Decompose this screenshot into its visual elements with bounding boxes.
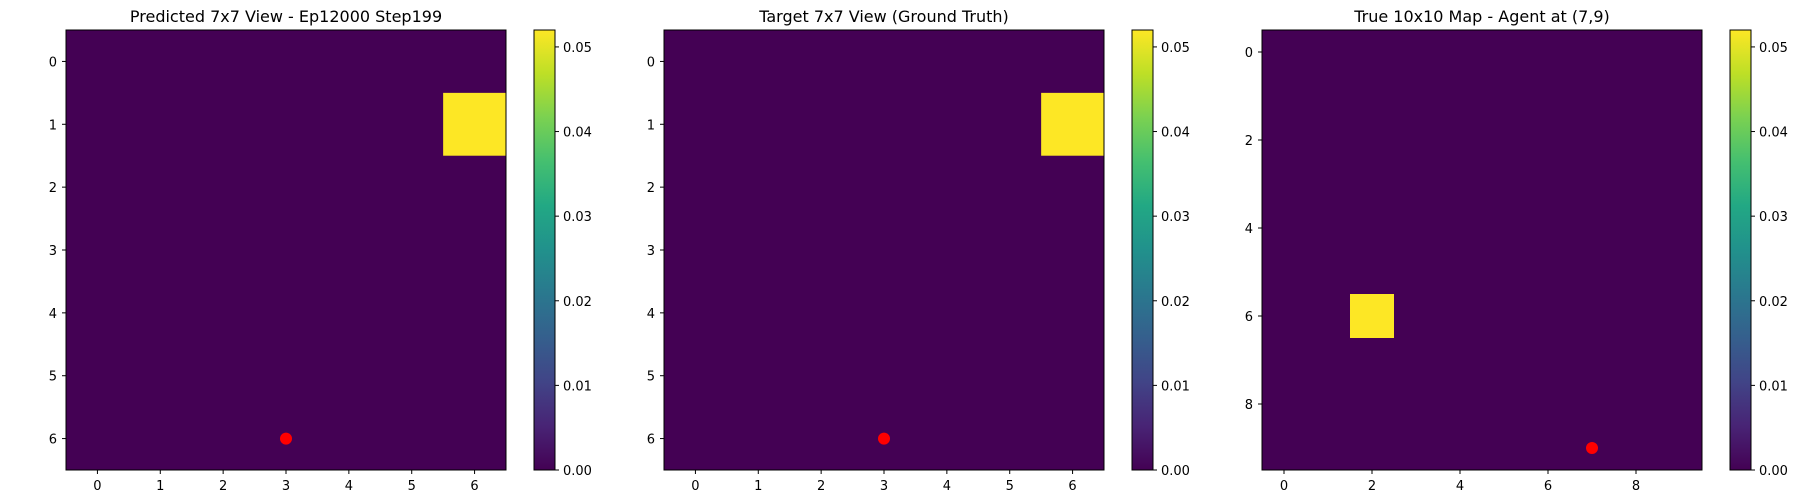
y-tick-label: 6 [1245, 310, 1253, 325]
panel-3: True 10x10 Map - Agent at (7,9) 0 2 4 6 8 0 2 4… [1245, 7, 1788, 494]
x-tick-label: 2 [1368, 479, 1376, 494]
y-tick-label: 6 [49, 433, 57, 448]
y-tick-label: 0 [647, 55, 655, 70]
colorbar-tick-label: 0.02 [563, 295, 592, 310]
panel-2-colorbar: 0.00 0.01 0.02 0.03 0.04 0.05 [1131, 29, 1190, 479]
x-tick-label: 5 [1006, 479, 1014, 494]
y-tick-label: 2 [1245, 134, 1253, 149]
panel-3-title: True 10x10 Map - Agent at (7,9) [1353, 7, 1610, 26]
x-tick-label: 3 [880, 479, 888, 494]
agent-marker [280, 432, 292, 445]
colorbar-tick-label: 0.01 [1161, 379, 1190, 394]
y-tick-label: 4 [49, 307, 57, 322]
x-tick-label: 6 [470, 479, 478, 494]
x-tick-label: 4 [1456, 479, 1464, 494]
panel-1-title: Predicted 7x7 View - Ep12000 Step199 [130, 7, 442, 26]
colorbar-tick-label: 0.02 [1759, 295, 1788, 310]
x-tick-label: 2 [219, 479, 227, 494]
x-tick-label: 2 [817, 479, 825, 494]
colorbar-tick-label: 0.05 [1759, 41, 1788, 56]
x-tick-label: 5 [408, 479, 416, 494]
panel-1: Predicted 7x7 View - Ep12000 Step199 0 1 2… [49, 7, 592, 494]
panel-2-title: Target 7x7 View (Ground Truth) [758, 7, 1009, 26]
panel-1-heatmap: 0 1 2 3 4 5 6 0 1 2 3 4 5 6 [49, 29, 507, 494]
colorbar-gradient [1729, 29, 1752, 471]
colorbar-tick-label: 0.03 [1759, 210, 1788, 225]
colorbar-gradient [1131, 29, 1154, 471]
x-tick-label: 4 [345, 479, 353, 494]
heatmap-cell-0 [1350, 294, 1394, 338]
colorbar-tick-label: 0.01 [563, 379, 592, 394]
y-tick-label: 5 [647, 370, 655, 385]
colorbar-tick-label: 0.02 [1161, 295, 1190, 310]
panel-2: Target 7x7 View (Ground Truth) 0 1 2 3 4 5 6 0 1… [647, 7, 1190, 494]
colorbar-tick-label: 0.04 [1759, 126, 1788, 141]
x-tick-label: 6 [1544, 479, 1552, 494]
y-tick-label: 4 [1245, 222, 1253, 237]
panel-2-heatmap: 0 1 2 3 4 5 6 0 1 2 3 4 5 6 [647, 29, 1105, 494]
heatmap-background [664, 30, 1104, 470]
heatmap-cell-0 [1041, 92, 1104, 156]
y-tick-label: 1 [647, 118, 655, 133]
y-tick-label: 6 [647, 433, 655, 448]
x-tick-label: 0 [691, 479, 699, 494]
colorbar-tick-label: 0.05 [563, 41, 592, 56]
colorbar-tick-label: 0.00 [1161, 464, 1190, 479]
y-tick-label: 3 [647, 244, 655, 259]
y-tick-label: 2 [49, 181, 57, 196]
colorbar-tick-label: 0.04 [563, 126, 592, 141]
x-tick-label: 0 [1280, 479, 1288, 494]
x-tick-label: 1 [156, 479, 164, 494]
y-tick-label: 5 [49, 370, 57, 385]
heatmap-frame [1261, 29, 1703, 471]
panel-3-colorbar: 0.00 0.01 0.02 0.03 0.04 0.05 [1729, 29, 1788, 479]
x-tick-label: 8 [1632, 479, 1640, 494]
x-tick-label: 0 [93, 479, 101, 494]
heatmap-cell-0 [443, 92, 506, 156]
colorbar-tick-label: 0.01 [1759, 379, 1788, 394]
colorbar-gradient [533, 29, 556, 471]
y-tick-label: 2 [647, 181, 655, 196]
y-tick-label: 0 [1245, 46, 1253, 61]
y-tick-label: 8 [1245, 398, 1253, 413]
colorbar-tick-label: 0.03 [1161, 210, 1190, 225]
y-tick-label: 1 [49, 118, 57, 133]
colorbar-tick-label: 0.05 [1161, 41, 1190, 56]
x-tick-label: 6 [1068, 479, 1076, 494]
y-tick-label: 0 [49, 55, 57, 70]
heatmap-background [66, 30, 506, 470]
x-tick-label: 1 [754, 479, 762, 494]
panel-1-colorbar: 0.00 0.01 0.02 0.03 0.04 0.05 [533, 29, 592, 479]
colorbar-tick-label: 0.00 [1759, 464, 1788, 479]
panel-3-heatmap: 0 2 4 6 8 0 2 4 6 8 [1245, 29, 1703, 494]
colorbar-tick-label: 0.00 [563, 464, 592, 479]
agent-marker [1586, 442, 1598, 454]
y-tick-label: 4 [647, 307, 655, 322]
x-tick-label: 3 [282, 479, 290, 494]
heatmap-background [1262, 30, 1702, 470]
agent-marker [878, 432, 890, 445]
y-tick-label: 3 [49, 244, 57, 259]
colorbar-tick-label: 0.03 [563, 210, 592, 225]
x-tick-label: 4 [943, 479, 951, 494]
colorbar-tick-label: 0.04 [1161, 126, 1190, 141]
